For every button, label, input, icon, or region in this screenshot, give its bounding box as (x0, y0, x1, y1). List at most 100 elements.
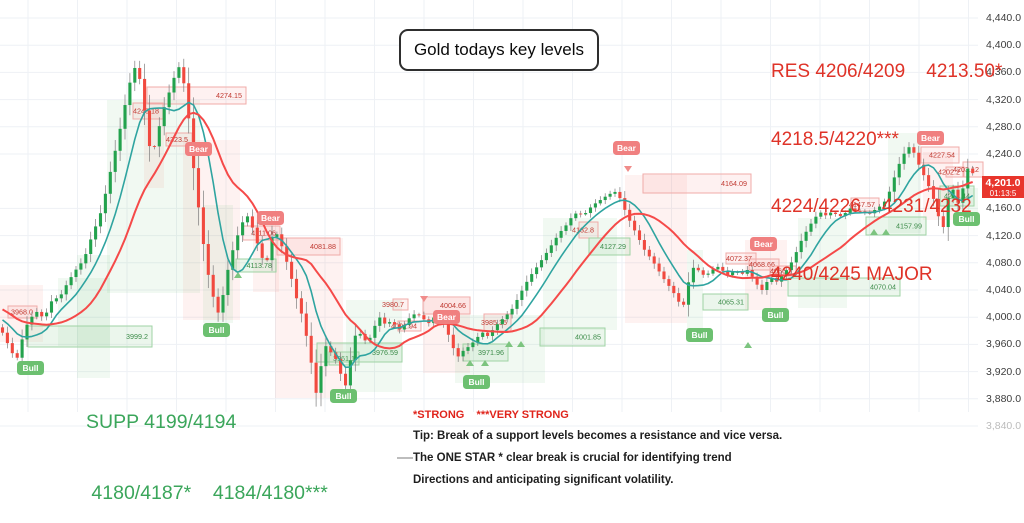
candle-body (0, 327, 5, 333)
candle-body (10, 343, 14, 354)
candle-body (525, 281, 529, 291)
candle-body (260, 243, 264, 258)
candle-body (922, 164, 926, 176)
candle-body (858, 211, 862, 213)
candle-body (760, 284, 764, 290)
candle-body (461, 350, 465, 357)
level-box-label: 4132.8 (572, 226, 594, 235)
support-line: 4180/4187* 4184/4180*** (86, 481, 328, 504)
candle-body (5, 332, 9, 344)
candle-body (647, 249, 651, 257)
level-box-label: 4202.2 (938, 168, 960, 177)
candle-body (677, 293, 681, 302)
level-box-label: 4065.31 (718, 298, 744, 307)
candle-body (245, 216, 250, 223)
candle-body (319, 366, 323, 393)
candle-body (662, 271, 666, 280)
price-axis-label: 4,160.0 (986, 202, 1022, 215)
candle-body (358, 333, 362, 336)
candle-body (388, 322, 392, 324)
candle-body (520, 290, 524, 300)
bull-zone (107, 100, 200, 293)
candle-body (829, 212, 833, 216)
tip-text[interactable]: Tip: Break of a support levels becomes a… (413, 430, 783, 442)
level-box-label: 3980.7 (382, 300, 404, 309)
candle-body (201, 207, 205, 245)
strength-legend[interactable]: *STRONG ***VERY STRONG (413, 409, 569, 421)
bull-badge (686, 328, 713, 342)
candle-body (711, 269, 715, 274)
candle-body (343, 373, 348, 386)
up-triangle-marker (466, 360, 474, 366)
level-box-label: 4203.12 (953, 165, 979, 174)
candle-body (530, 274, 534, 282)
candle-body (789, 262, 793, 271)
up-triangle-marker (870, 229, 878, 235)
candle-body (902, 153, 906, 164)
price-axis-label: 3,960.0 (986, 338, 1022, 351)
chart-title-annotation[interactable]: Gold todays key levels (399, 29, 599, 71)
level-box-label: 4164.09 (721, 179, 747, 188)
level-box-label: 4127.29 (600, 242, 626, 251)
candle-body (579, 213, 583, 215)
candle-body (740, 271, 744, 274)
level-box-label: 4066.3 (770, 267, 792, 276)
bull-badge-label: Bull (767, 310, 783, 320)
candle-body (574, 213, 578, 219)
candle-body (143, 78, 147, 111)
bear-badge-label: Bear (617, 143, 637, 153)
candle-body (946, 198, 950, 228)
candle-body (686, 282, 691, 305)
tip-text[interactable]: Directions and anticipating significant … (413, 474, 674, 486)
bear-badge (257, 211, 284, 225)
tip-text[interactable]: The ONE STAR * clear break is crucial fo… (413, 452, 732, 464)
level-box-label: 4113.78 (247, 261, 272, 270)
candle-body (15, 353, 19, 358)
price-axis-label: 4,080.0 (986, 256, 1022, 269)
candle-body (897, 163, 901, 178)
resistance-line: 4224/4226 4231/4232 (771, 196, 972, 217)
candle-body (966, 168, 970, 189)
candle-body (843, 212, 847, 217)
candle-body (701, 270, 705, 275)
candle-body (682, 301, 686, 305)
level-box-label: 4001.85 (575, 333, 601, 342)
candle-body (35, 311, 39, 317)
candle-body (726, 270, 730, 276)
bear-badge-label: Bear (189, 144, 209, 154)
support-levels-annotation[interactable]: SUPP 4199/4194 4180/4187* 4184/4180*** 4… (86, 364, 328, 523)
price-axis-label: 4,320.0 (986, 93, 1022, 106)
candle-body (128, 82, 132, 106)
candle-body (510, 308, 514, 315)
resistance-levels-annotation[interactable]: RES 4206/4209 4213.50* 4218.5/4220*** 42… (771, 16, 1002, 331)
price-axis-label: 4,360.0 (986, 66, 1022, 79)
level-box-label: 4081.88 (310, 242, 336, 251)
candle-body (25, 324, 29, 340)
candle-body (422, 315, 426, 320)
candle-body (471, 342, 475, 348)
bear-badge (750, 237, 777, 251)
candle-body (152, 146, 156, 147)
candle-body (74, 269, 78, 278)
candle-body (451, 334, 455, 349)
candle-body (490, 330, 495, 336)
slow-ma-line (1, 111, 974, 350)
bar-countdown: 01:13:5 (989, 188, 1017, 198)
candle-body (971, 168, 975, 174)
level-box-label: 4068.66 (749, 260, 775, 269)
candle-body (833, 212, 838, 214)
bear-badge (613, 141, 640, 155)
candle-body (241, 222, 245, 236)
dash-decoration (397, 457, 413, 459)
candle-body (535, 267, 539, 275)
candle-body (941, 216, 945, 228)
candle-body (799, 240, 803, 253)
candle-body (564, 225, 568, 231)
candle-body (69, 277, 73, 286)
bull-badge (953, 212, 980, 226)
demand-level-box (235, 258, 277, 273)
candle-body (446, 323, 450, 335)
candle-body (780, 275, 784, 282)
resistance-line: 4240/4245 MAJOR (771, 263, 933, 285)
